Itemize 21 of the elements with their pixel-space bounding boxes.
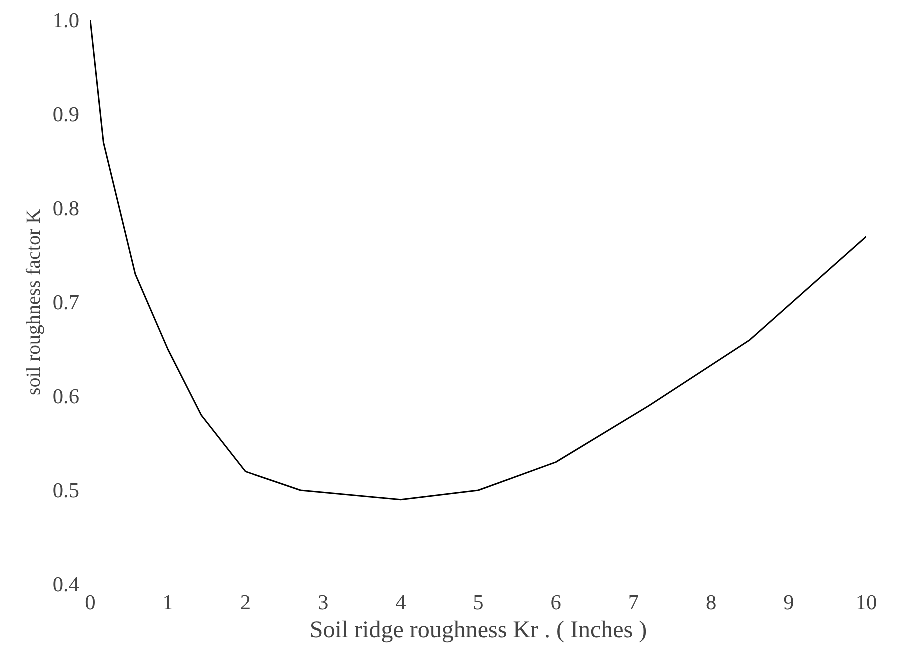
y-tick-label: 0.8: [52, 196, 80, 220]
y-tick-label: 0.6: [52, 384, 80, 408]
x-tick-label: 1: [162, 590, 174, 614]
x-tick-label: 3: [318, 590, 329, 614]
x-tick-label: 6: [550, 590, 562, 614]
x-tick-label: 0: [85, 590, 96, 614]
y-tick-label: 0.4: [52, 572, 80, 596]
x-tick-label: 8: [706, 590, 717, 614]
y-tick-label: 0.7: [52, 290, 80, 314]
y-tick-label: 1.0: [52, 8, 80, 32]
x-tick-label: 7: [628, 590, 640, 614]
line-series: [90, 20, 866, 501]
x-tick-label: 4: [396, 590, 407, 614]
x-tick-label: 10: [856, 590, 878, 614]
y-tick-label: 0.9: [52, 102, 80, 126]
y-tick-label: 0.5: [52, 478, 80, 502]
x-tick-label: 2: [240, 590, 252, 614]
x-axis-title: Soil ridge roughness Kr . ( Inches ): [310, 618, 648, 644]
y-axis-title: soil roughness factor K: [22, 208, 45, 396]
x-tick-label: 5: [473, 590, 484, 614]
x-tick-label: 9: [784, 590, 794, 614]
